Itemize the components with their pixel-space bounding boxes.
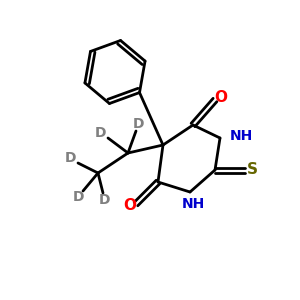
Text: O: O: [214, 89, 227, 104]
Text: O: O: [124, 199, 136, 214]
Text: D: D: [72, 190, 84, 204]
Text: D: D: [132, 117, 144, 131]
Text: D: D: [95, 126, 107, 140]
Text: NH: NH: [182, 197, 205, 211]
Text: S: S: [247, 163, 257, 178]
Text: NH: NH: [230, 129, 253, 143]
Text: D: D: [65, 151, 77, 165]
Text: D: D: [99, 193, 111, 207]
